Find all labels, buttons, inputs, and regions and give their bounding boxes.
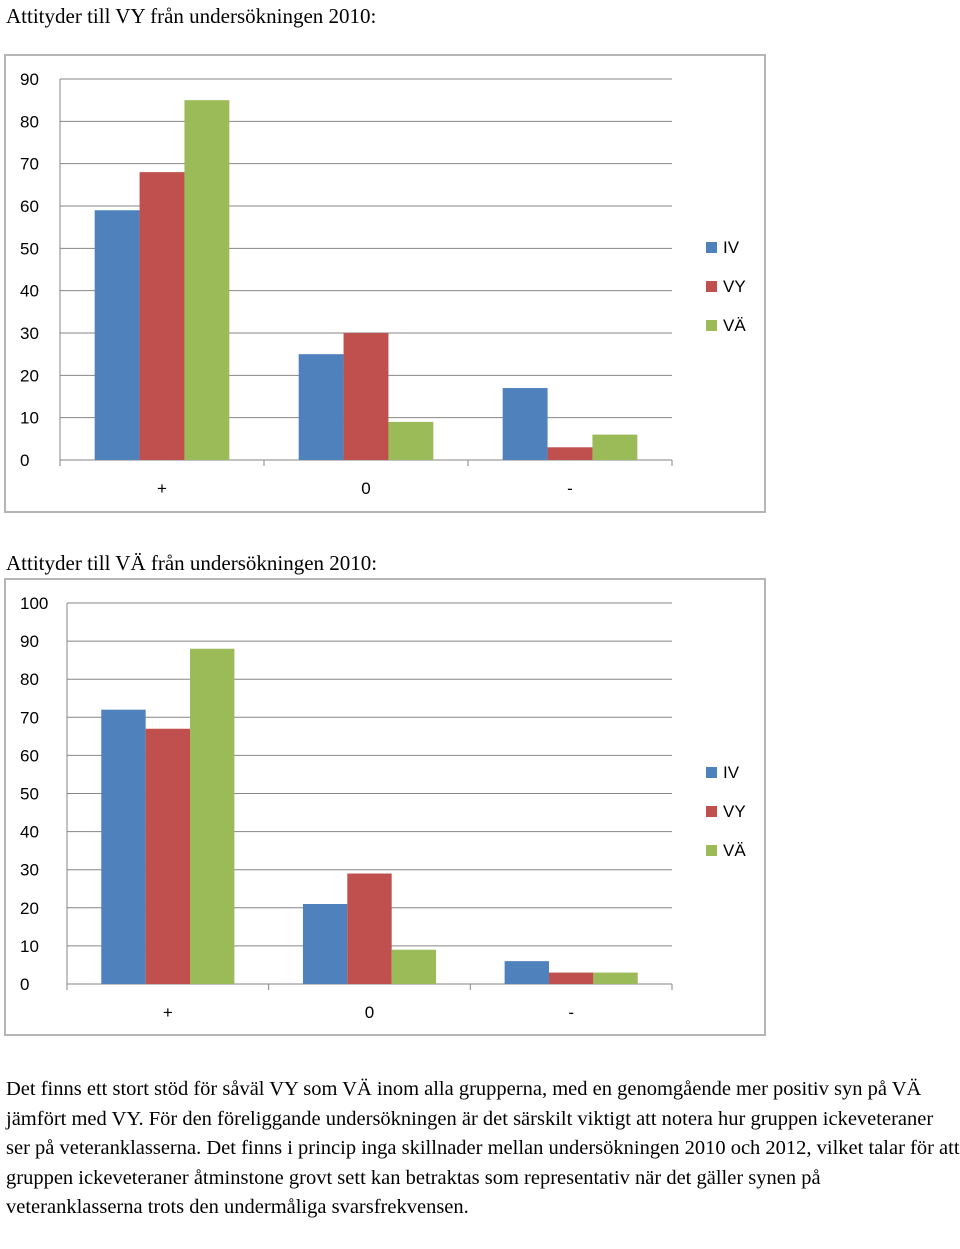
legend-swatch-iv — [706, 242, 717, 253]
y-tick-label: 80 — [20, 112, 39, 131]
y-tick-label: 100 — [20, 594, 48, 613]
chart-2-svg: 0 10 20 30 40 50 60 70 80 90 100 + 0 - IV VY VÄ — [20, 594, 746, 1022]
x-category-label: + — [157, 479, 167, 498]
legend-label-iv: IV — [723, 238, 740, 257]
bar-vy-2 — [347, 873, 392, 984]
legend-label-iv: IV — [723, 763, 740, 782]
x-category-label: - — [567, 479, 573, 498]
bar-vä-3 — [592, 434, 638, 460]
bar-vä-1 — [184, 100, 230, 460]
y-tick-label: 90 — [20, 70, 39, 89]
legend-swatch-vy — [706, 281, 717, 292]
chart-1-svg: 0 10 20 30 40 50 60 70 80 90 + 0 - IV VY VÄ — [20, 70, 746, 498]
y-tick-label: 0 — [20, 975, 29, 994]
y-tick-label: 60 — [20, 746, 39, 765]
y-tick-label: 20 — [20, 899, 39, 918]
legend-swatch-iv — [706, 767, 717, 778]
y-tick-label: 50 — [20, 785, 39, 804]
legend-swatch-vä — [706, 845, 717, 856]
y-tick-label: 30 — [20, 324, 39, 343]
bar-vy-1 — [145, 728, 191, 984]
bar-vä-1 — [190, 648, 235, 984]
x-category-label: + — [163, 1003, 173, 1022]
bar-vy-3 — [548, 972, 594, 984]
body-paragraph: Det finns ett stort stöd för såväl VY so… — [6, 1078, 960, 1218]
legend-label-vy: VY — [723, 277, 746, 296]
x-category-label: 0 — [365, 1003, 374, 1022]
legend-swatch-vä — [706, 320, 717, 331]
chart-1-title: Attityder till VY från undersökningen 20… — [6, 4, 377, 28]
y-tick-label: 30 — [20, 861, 39, 880]
bar-vy-3 — [547, 447, 593, 460]
y-tick-label: 40 — [20, 823, 39, 842]
legend-label-vy: VY — [723, 802, 746, 821]
y-tick-label: 20 — [20, 366, 39, 385]
chart-2: 0 10 20 30 40 50 60 70 80 90 100 +0 - IV VY VÄ — [4, 578, 766, 1036]
y-tick-label: 70 — [20, 708, 39, 727]
bar-iv-1 — [101, 709, 146, 984]
bar-vä-2 — [388, 421, 434, 460]
bar-vy-1 — [139, 172, 185, 460]
chart-2-title: Attityder till VÄ från undersökningen 20… — [6, 551, 378, 575]
bar-iv-1 — [94, 210, 140, 460]
bar-iv-2 — [302, 903, 348, 984]
bar-iv-3 — [504, 961, 549, 984]
x-category-label: 0 — [361, 479, 370, 498]
legend-swatch-vy — [706, 806, 717, 817]
y-tick-label: 60 — [20, 197, 39, 216]
y-tick-label: 50 — [20, 239, 39, 258]
y-tick-label: 0 — [20, 451, 29, 470]
y-tick-label: 10 — [20, 937, 39, 956]
y-tick-label: 80 — [20, 670, 39, 689]
y-tick-label: 90 — [20, 632, 39, 651]
y-tick-label: 10 — [20, 409, 39, 428]
y-tick-label: 70 — [20, 155, 39, 174]
legend-label-vä: VÄ — [723, 316, 746, 335]
bar-vä-3 — [593, 972, 638, 984]
bar-vä-2 — [391, 949, 437, 984]
y-tick-label: 40 — [20, 282, 39, 301]
bar-iv-3 — [502, 388, 548, 460]
legend-label-vä: VÄ — [723, 841, 746, 860]
chart-1: 0 10 20 30 40 50 60 70 80 90 +0 - IV VY VÄ — [4, 54, 766, 513]
bar-iv-2 — [298, 354, 344, 460]
x-category-label: - — [568, 1003, 574, 1022]
bar-vy-2 — [343, 333, 389, 460]
